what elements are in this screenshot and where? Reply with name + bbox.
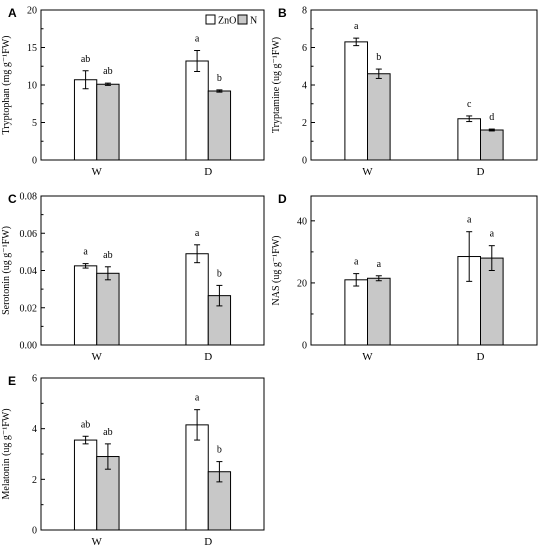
y-tick-label: 0 [32,156,37,167]
bar-n-d [480,257,504,346]
significance-label: b [217,445,222,456]
significance-label: a [490,229,495,240]
x-category-label: W [92,536,103,548]
y-tick-label: 0.02 [20,303,38,314]
y-tick-label: 0 [302,156,307,167]
bar-zno-d [457,118,481,161]
y-axis-title: Melatonin (ug g⁻¹FW) [1,408,12,499]
significance-label: a [377,259,382,270]
bar-n-w [96,272,120,346]
y-tick-label: 0.04 [20,266,38,277]
x-category-label: D [204,536,212,548]
y-tick-label: 40 [297,216,307,227]
legend-swatch-n [237,14,248,25]
significance-label: ab [103,250,112,261]
x-category-label: W [362,351,373,363]
bar-zno-d [185,424,209,531]
y-tick-label: 0.00 [20,341,38,352]
significance-label: c [467,99,472,110]
panel-letter: D [278,192,287,206]
y-tick-label: 4 [302,81,307,92]
panel-d: D 0 20 40 NAS (ug g⁻¹FW) Wa a Da a [271,192,538,363]
y-tick-label: 10 [27,81,37,92]
significance-label: a [195,228,200,239]
significance-label: a [354,21,359,32]
bar-zno-w [73,79,98,161]
legend-swatch-zno [205,14,216,25]
significance-label: a [195,393,200,404]
legend-label-zno: ZnO [218,16,236,27]
significance-label: a [83,247,88,258]
legend-label-n: N [250,16,257,27]
significance-label: ab [103,427,112,438]
y-tick-label: 0.08 [20,192,38,203]
bar-n-w [367,73,391,161]
y-tick-label: 6 [302,43,307,54]
significance-label: d [489,112,494,123]
x-category-label: W [362,166,373,178]
panel-b: B 0 2 4 6 8 Tryptamine (ug g⁻¹FW) Wa b Dc d [271,6,538,178]
y-tick-label: 6 [32,374,37,385]
significance-label: a [467,215,472,226]
x-category-label: W [92,351,103,363]
y-tick-label: 0 [302,341,307,352]
bar-zno-d [185,60,209,161]
bar-zno-w [344,279,368,346]
bar-n-w [96,83,120,161]
y-axis-title: Serotonin (ug g⁻¹FW) [1,226,12,315]
y-tick-label: 2 [32,475,37,486]
y-tick-label: 2 [302,118,307,129]
bar-zno-w [73,439,98,531]
significance-label: b [217,73,222,84]
bar-n-w [367,277,391,346]
x-category-label: D [204,351,212,363]
y-tick-label: 8 [302,6,307,17]
significance-label: b [376,52,381,63]
x-category-label: D [204,166,212,178]
x-category-label: W [92,166,103,178]
bar-zno-w [73,265,98,346]
y-tick-label: 0.06 [20,229,38,240]
y-axis-title: Tryptophan (mg g⁻¹FW) [1,35,12,134]
panel-c: C 0.00 0.02 0.04 0.06 0.08 Serotonin (ug g⁻¹FW… [1,192,265,363]
bar-n-d [480,129,504,161]
y-tick-label: 0 [32,526,37,537]
significance-label: ab [103,66,112,77]
panel-letter: C [8,192,17,206]
significance-label: a [195,34,200,45]
y-tick-label: 5 [32,118,37,129]
y-tick-label: 20 [297,278,307,289]
y-axis-title: Tryptamine (ug g⁻¹FW) [271,37,282,133]
significance-label: ab [81,54,90,65]
y-tick-label: 15 [27,43,37,54]
panel-letter: E [8,374,16,388]
bar-n-d [207,90,232,161]
panel-letter: B [278,6,287,20]
bar-zno-w [344,41,368,161]
significance-label: b [217,268,222,279]
y-axis-title: NAS (ug g⁻¹FW) [271,236,282,306]
bar-zno-d [185,253,209,346]
x-category-label: D [477,166,485,178]
significance-label: ab [81,419,90,430]
significance-label: a [354,257,359,268]
y-tick-label: 4 [32,424,37,435]
axes-frame [310,195,538,346]
panel-letter: A [8,6,17,20]
y-tick-label: 20 [27,6,37,17]
x-category-label: D [477,351,485,363]
